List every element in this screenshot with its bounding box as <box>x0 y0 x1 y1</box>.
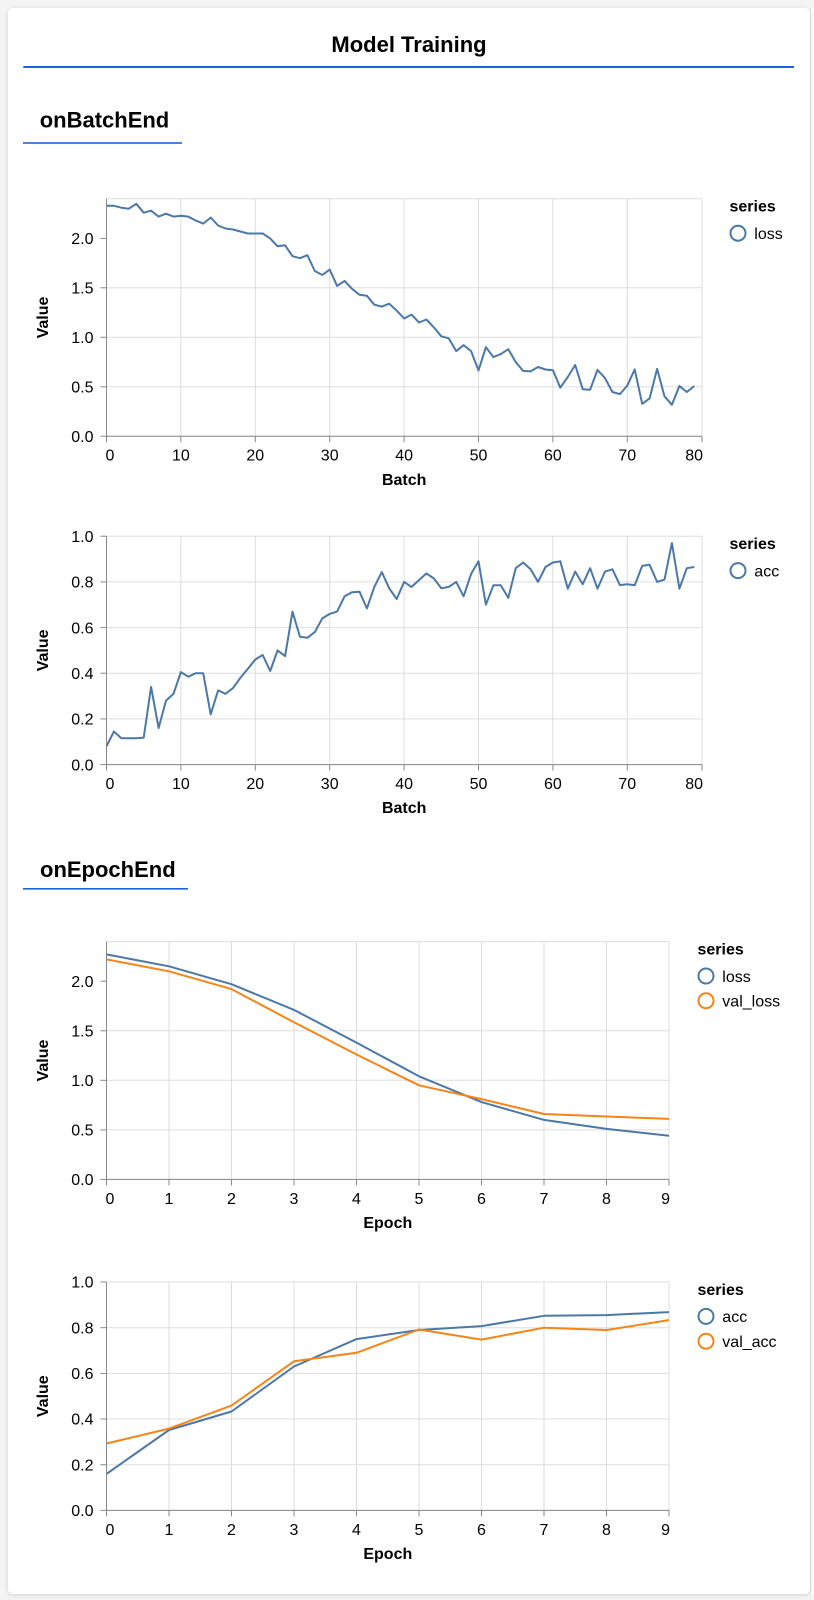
svg-text:70: 70 <box>618 448 636 465</box>
svg-text:0: 0 <box>106 776 115 793</box>
svg-text:2: 2 <box>227 1191 236 1208</box>
svg-text:2: 2 <box>227 1522 236 1539</box>
svg-text:val_loss: val_loss <box>722 994 780 1011</box>
svg-text:0: 0 <box>106 1191 115 1208</box>
svg-text:80: 80 <box>685 776 703 793</box>
svg-text:70: 70 <box>618 776 636 793</box>
svg-text:80: 80 <box>685 448 703 465</box>
svg-text:7: 7 <box>540 1522 549 1539</box>
svg-text:0.8: 0.8 <box>71 1320 93 1337</box>
svg-text:40: 40 <box>395 448 413 465</box>
svg-text:0: 0 <box>106 448 115 465</box>
svg-text:acc: acc <box>722 1309 747 1326</box>
svg-text:6: 6 <box>477 1522 486 1539</box>
svg-text:0.8: 0.8 <box>71 575 93 592</box>
svg-text:loss: loss <box>754 226 782 243</box>
svg-text:3: 3 <box>290 1191 299 1208</box>
svg-text:1.0: 1.0 <box>71 330 93 347</box>
svg-text:20: 20 <box>246 776 264 793</box>
svg-text:0.0: 0.0 <box>71 757 93 774</box>
svg-text:0.4: 0.4 <box>71 666 93 683</box>
svg-text:onBatchEnd: onBatchEnd <box>40 107 170 132</box>
svg-text:1.0: 1.0 <box>71 1275 93 1292</box>
svg-text:50: 50 <box>470 776 488 793</box>
svg-text:1.0: 1.0 <box>71 1073 93 1090</box>
svg-text:8: 8 <box>602 1522 611 1539</box>
svg-text:series: series <box>730 536 776 553</box>
svg-text:2.0: 2.0 <box>71 231 93 248</box>
svg-text:30: 30 <box>321 776 339 793</box>
svg-text:60: 60 <box>544 448 562 465</box>
svg-text:50: 50 <box>470 448 488 465</box>
svg-text:Value: Value <box>35 629 52 671</box>
svg-text:1.0: 1.0 <box>71 529 93 546</box>
svg-text:0.0: 0.0 <box>71 1172 93 1189</box>
svg-text:Value: Value <box>35 297 52 339</box>
svg-text:Value: Value <box>35 1375 52 1417</box>
svg-text:40: 40 <box>395 776 413 793</box>
svg-text:Value: Value <box>35 1040 52 1082</box>
svg-text:1.5: 1.5 <box>71 281 93 298</box>
svg-text:Batch: Batch <box>382 800 426 817</box>
svg-text:3: 3 <box>290 1522 299 1539</box>
svg-text:acc: acc <box>754 563 779 580</box>
svg-text:4: 4 <box>352 1191 361 1208</box>
svg-text:8: 8 <box>602 1191 611 1208</box>
svg-text:series: series <box>698 941 744 958</box>
svg-text:5: 5 <box>415 1191 424 1208</box>
svg-text:loss: loss <box>722 969 750 986</box>
svg-text:0.6: 0.6 <box>71 1366 93 1383</box>
svg-text:9: 9 <box>661 1191 670 1208</box>
svg-text:Epoch: Epoch <box>363 1546 412 1563</box>
svg-text:0.6: 0.6 <box>71 620 93 637</box>
svg-text:0.5: 0.5 <box>71 1123 93 1140</box>
svg-text:9: 9 <box>661 1522 670 1539</box>
svg-text:0.0: 0.0 <box>71 429 93 446</box>
svg-text:series: series <box>730 199 776 216</box>
svg-text:val_acc: val_acc <box>722 1334 776 1351</box>
svg-text:Epoch: Epoch <box>363 1215 412 1232</box>
svg-text:5: 5 <box>415 1522 424 1539</box>
svg-text:60: 60 <box>544 776 562 793</box>
svg-text:1.5: 1.5 <box>71 1024 93 1041</box>
svg-text:4: 4 <box>352 1522 361 1539</box>
svg-text:1: 1 <box>165 1191 174 1208</box>
svg-text:0: 0 <box>106 1522 115 1539</box>
svg-text:0.2: 0.2 <box>71 712 93 729</box>
svg-text:10: 10 <box>172 776 190 793</box>
svg-text:30: 30 <box>321 448 339 465</box>
svg-text:0.0: 0.0 <box>71 1503 93 1520</box>
svg-text:0.2: 0.2 <box>71 1457 93 1474</box>
svg-text:0.5: 0.5 <box>71 379 93 396</box>
svg-text:0.4: 0.4 <box>71 1412 93 1429</box>
svg-text:6: 6 <box>477 1191 486 1208</box>
svg-text:2.0: 2.0 <box>71 974 93 991</box>
svg-text:onEpochEnd: onEpochEnd <box>40 857 176 882</box>
svg-text:1: 1 <box>165 1522 174 1539</box>
svg-text:Model Training: Model Training <box>331 32 486 57</box>
svg-text:10: 10 <box>172 448 190 465</box>
svg-text:7: 7 <box>540 1191 549 1208</box>
svg-text:series: series <box>698 1282 744 1299</box>
svg-text:20: 20 <box>246 448 264 465</box>
svg-text:Batch: Batch <box>382 472 426 489</box>
